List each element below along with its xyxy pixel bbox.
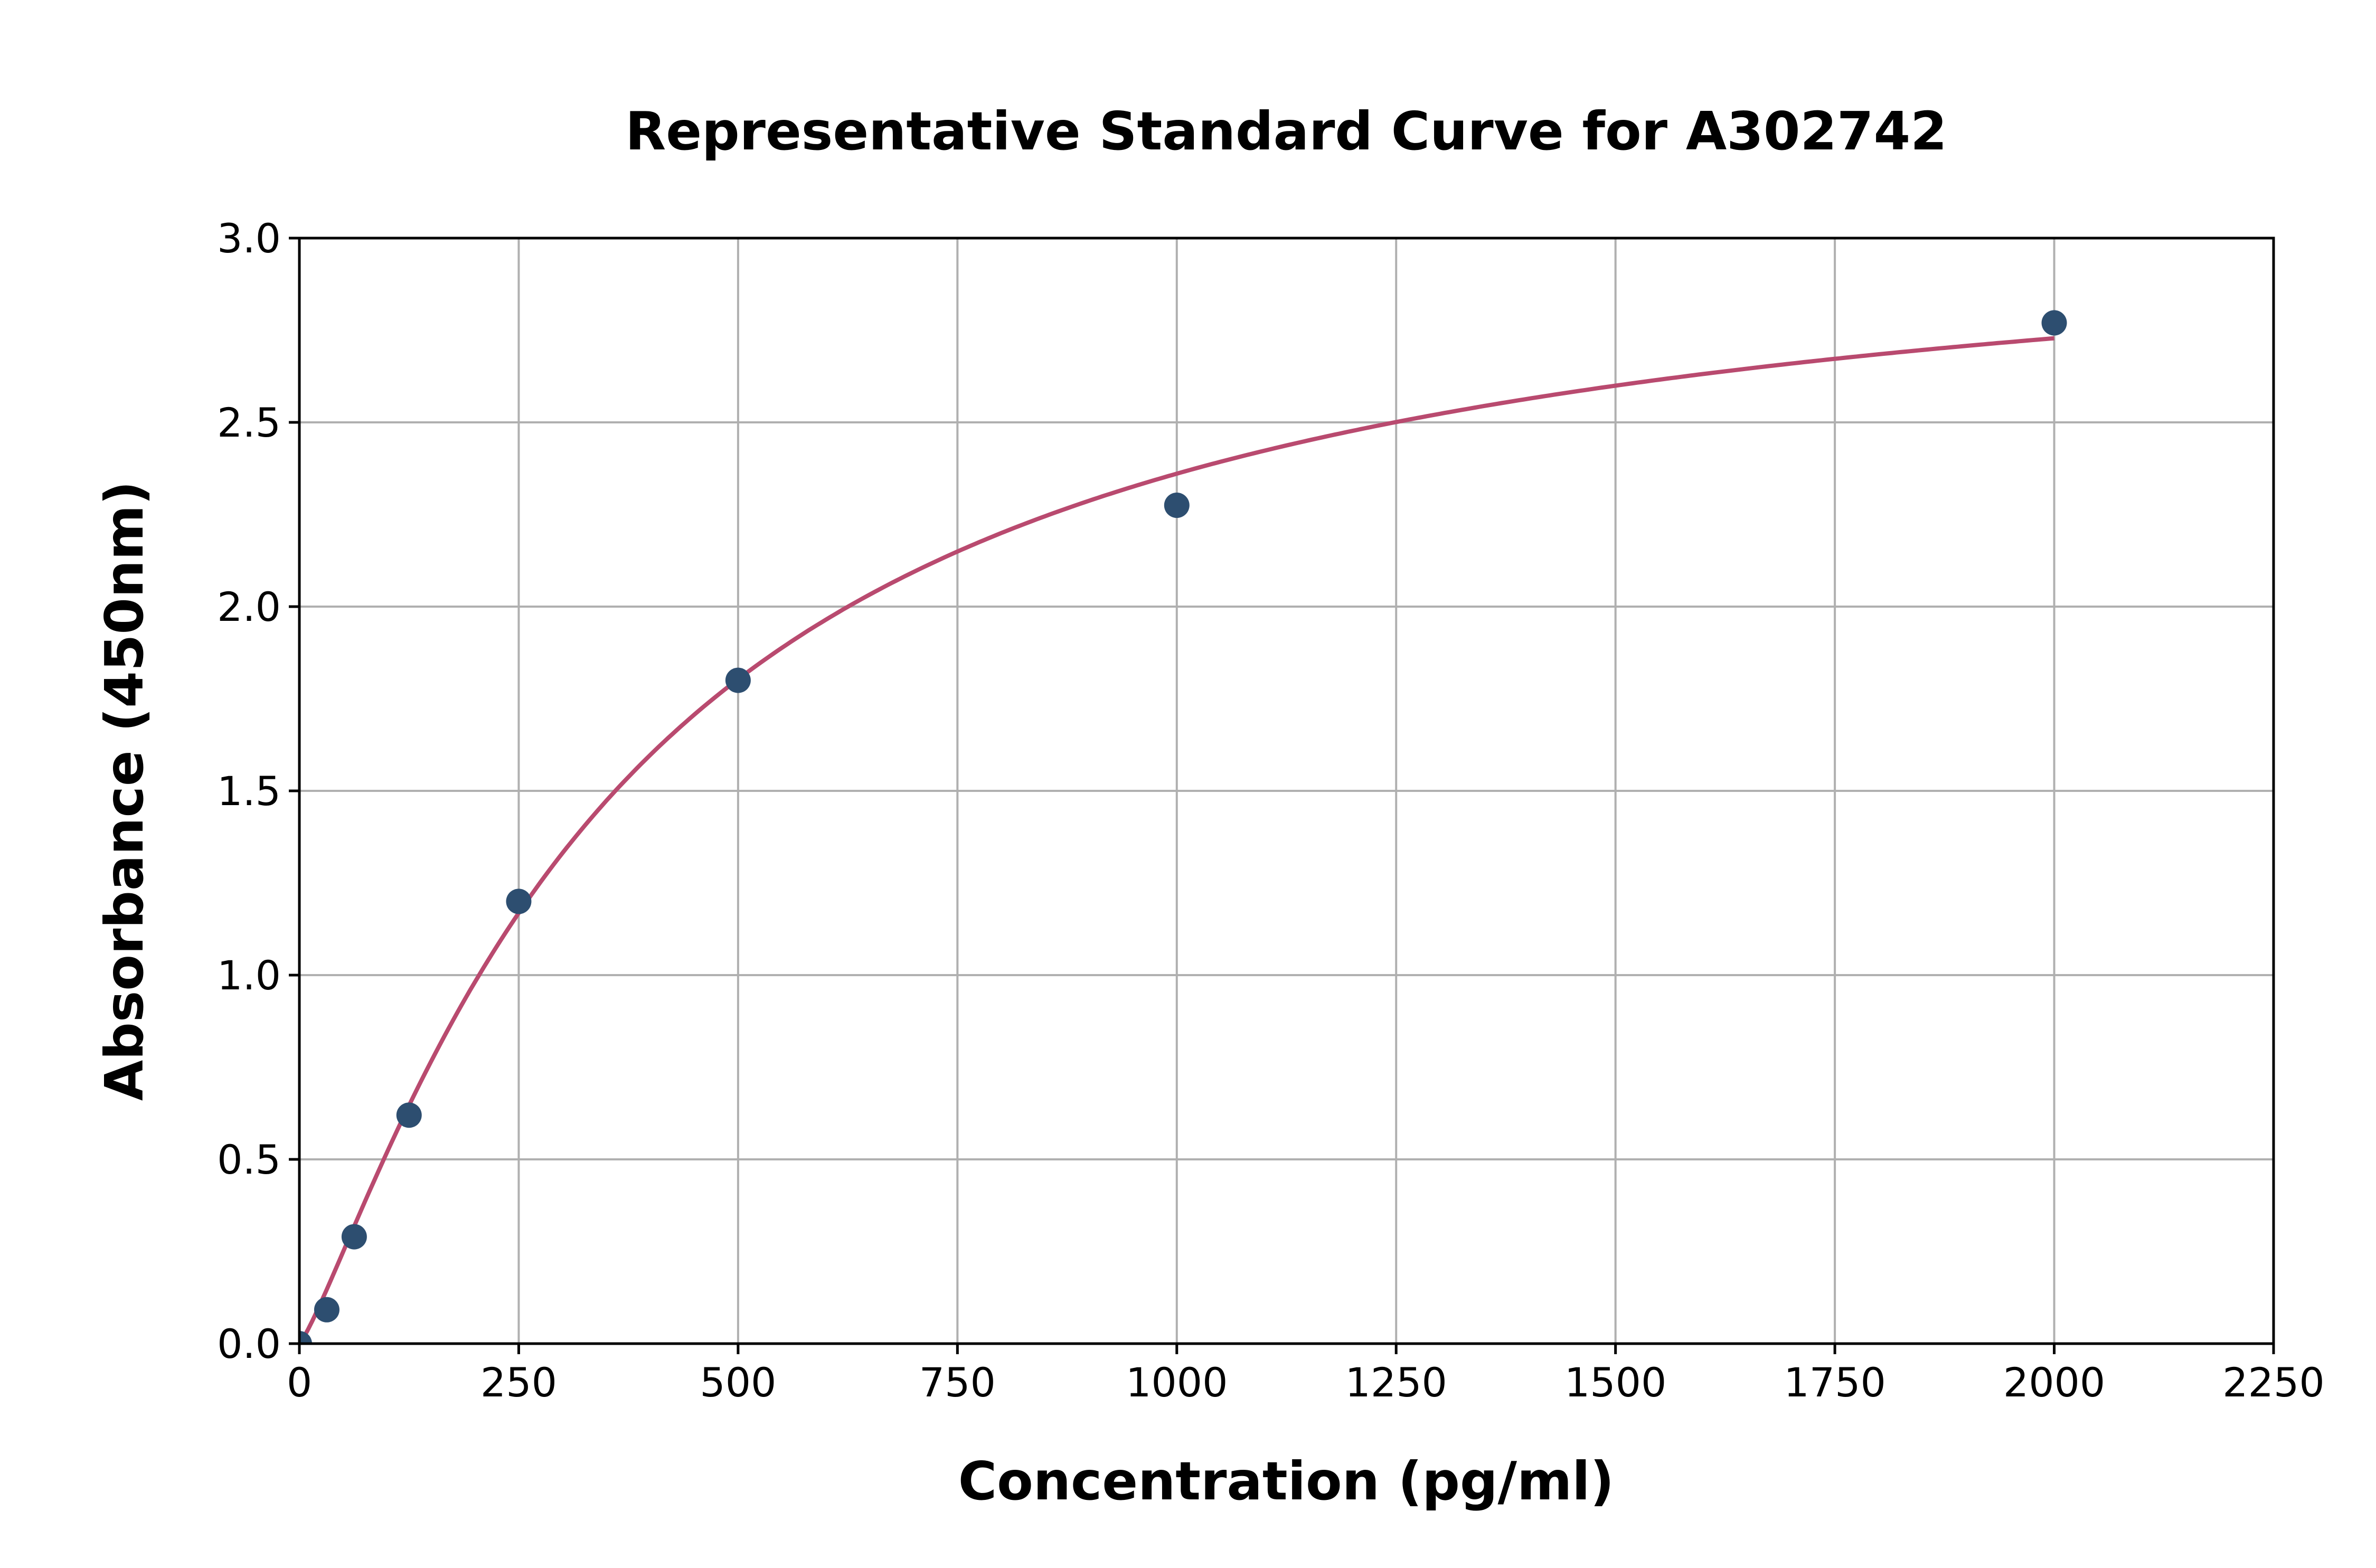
y-tick-label: 0.5 [217, 1136, 281, 1183]
y-tick-label: 2.0 [217, 583, 281, 630]
y-tick-label: 1.5 [217, 768, 281, 815]
data-points-layer [299, 310, 2067, 1344]
x-tick-label: 2000 [2003, 1359, 2105, 1406]
fit-curve [299, 336, 2054, 1344]
fit-curve-layer [299, 336, 2054, 1344]
x-tick-label: 250 [480, 1359, 557, 1406]
y-tick-label: 3.0 [217, 215, 281, 262]
data-point [299, 1331, 312, 1344]
data-point [506, 889, 532, 914]
data-point [2041, 310, 2067, 336]
x-axis-ticks: 0 250 500 750 1000 1250 1500 1750 2000 2250 [287, 1344, 2325, 1406]
y-tick-label: 0.0 [217, 1320, 281, 1367]
x-tick-label: 0 [287, 1359, 312, 1406]
y-tick-label: 2.5 [217, 399, 281, 446]
x-tick-label: 750 [919, 1359, 996, 1406]
x-tick-label: 500 [700, 1359, 776, 1406]
data-point [725, 667, 751, 693]
data-point [314, 1297, 340, 1323]
x-tick-label: 1750 [1784, 1359, 1885, 1406]
x-tick-label: 1500 [1564, 1359, 1666, 1406]
x-tick-label: 2250 [2222, 1359, 2324, 1406]
chart-title: Representative Standard Curve for A30274… [625, 100, 1947, 162]
x-axis-label: Concentration (pg/ml) [958, 1450, 1615, 1512]
data-point [396, 1102, 422, 1128]
data-point [1164, 493, 1190, 518]
y-tick-label: 1.0 [217, 952, 281, 999]
x-tick-label: 1000 [1126, 1359, 1228, 1406]
y-axis-label: Absorbance (450nm) [93, 481, 155, 1101]
data-point [341, 1224, 367, 1250]
grid [298, 237, 2275, 1345]
y-axis-ticks: 0.0 0.5 1.0 1.5 2.0 2.5 3.0 [217, 215, 299, 1367]
x-tick-label: 1250 [1345, 1359, 1447, 1406]
